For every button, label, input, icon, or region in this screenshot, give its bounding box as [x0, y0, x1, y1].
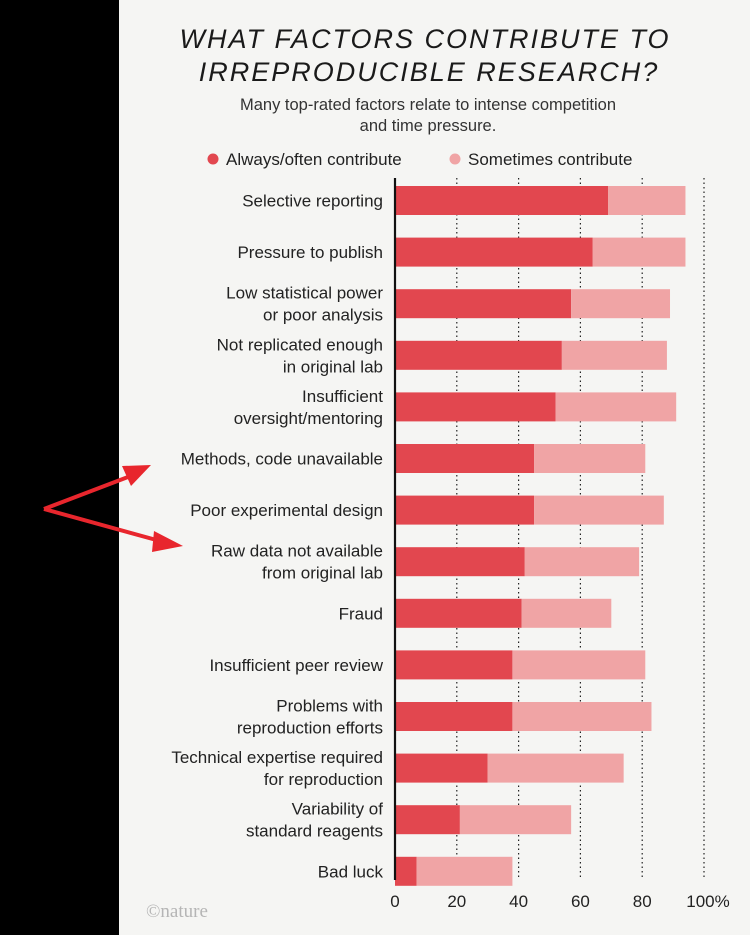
category-label-11-line-1: for reproduction [264, 770, 383, 789]
bar-sometimes-13 [416, 856, 513, 886]
bar-sometimes-5 [534, 444, 646, 473]
bar-always-9 [395, 650, 513, 680]
category-label-12-line-0: Variability of [292, 800, 384, 819]
subtitle-line-2: and time pressure. [360, 117, 497, 135]
bars [395, 186, 686, 886]
category-label-2-line-1: or poor analysis [263, 306, 383, 325]
bar-always-6 [395, 495, 535, 525]
x-tick-label-2: 40 [509, 892, 528, 911]
arrow-upper-head [122, 465, 151, 486]
bar-always-1 [395, 237, 593, 267]
legend: Always/often contribute Sometimes contrib… [207, 150, 632, 169]
category-label-7-line-1: from original lab [262, 564, 383, 583]
bar-always-12 [395, 805, 460, 835]
bar-sometimes-1 [592, 237, 686, 267]
bar-always-4 [395, 392, 556, 422]
bar-always-13 [395, 856, 417, 886]
legend-always-label: Always/often contribute [226, 150, 402, 169]
x-tick-label-0: 0 [390, 892, 399, 911]
bar-always-10 [395, 702, 513, 731]
nature-credit: ©nature [146, 901, 208, 922]
x-tick-label-5: 100% [686, 892, 729, 911]
bar-sometimes-6 [534, 495, 664, 525]
x-axis: 0 20 40 60 80 100% [390, 178, 730, 911]
bar-always-7 [395, 547, 525, 577]
category-label-9: Insufficient peer review [209, 656, 383, 675]
category-label-10-line-1: reproduction efforts [237, 719, 383, 738]
category-label-3-line-1: in original lab [283, 357, 383, 376]
category-label-11-line-0: Technical expertise required [171, 748, 383, 767]
title-line-2: IRREPRODUCIBLE RESEARCH? [199, 57, 660, 87]
category-label-2-line-0: Low statistical power [226, 284, 383, 303]
x-tick-label-3: 60 [571, 892, 590, 911]
arrow-upper-shaft [43, 475, 129, 511]
chart-title: WHAT FACTORS CONTRIBUTE TO IRREPRODUCIBL… [179, 24, 670, 87]
category-label-4-line-0: Insufficient [302, 387, 383, 406]
category-label-5: Methods, code unavailable [181, 450, 383, 469]
bar-always-8 [395, 598, 522, 628]
legend-sometimes-marker [449, 153, 461, 165]
arrow-lower-head [152, 531, 183, 552]
category-label-1: Pressure to publish [237, 243, 383, 262]
category-label-4-line-1: oversight/mentoring [234, 409, 383, 428]
bar-sometimes-11 [487, 753, 624, 783]
chart-subtitle: Many top-rated factors relate to intense… [240, 96, 616, 135]
x-tick-label-1: 20 [447, 892, 466, 911]
bar-sometimes-12 [459, 805, 572, 835]
arrow-lower-shaft [43, 507, 161, 543]
category-label-3-line-0: Not replicated enough [217, 335, 383, 354]
category-labels: Selective reporting Pressure to publish Lo… [171, 192, 383, 882]
x-tick-label-4: 80 [633, 892, 652, 911]
legend-sometimes-label: Sometimes contribute [468, 150, 632, 169]
bar-always-2 [395, 289, 572, 319]
bar-sometimes-8 [521, 598, 612, 628]
category-label-8: Fraud [339, 604, 383, 623]
category-label-12-line-1: standard reagents [246, 822, 383, 841]
category-label-7-line-0: Raw data not available [211, 542, 383, 561]
legend-always-marker [207, 153, 219, 165]
bar-always-11 [395, 753, 488, 783]
bar-sometimes-7 [524, 547, 640, 577]
subtitle-line-1: Many top-rated factors relate to intense… [240, 96, 616, 114]
bar-sometimes-2 [571, 289, 671, 319]
bar-sometimes-4 [555, 392, 677, 422]
bar-always-5 [395, 444, 535, 473]
category-label-0: Selective reporting [242, 192, 383, 211]
category-label-6: Poor experimental design [190, 501, 383, 520]
category-label-10-line-0: Problems with [276, 697, 383, 716]
title-line-1: WHAT FACTORS CONTRIBUTE TO [179, 24, 670, 54]
bar-always-0 [395, 186, 609, 215]
annotation-arrows [43, 465, 183, 552]
bar-sometimes-0 [608, 186, 686, 215]
bar-sometimes-10 [512, 702, 652, 731]
category-label-13: Bad luck [318, 862, 384, 881]
bar-sometimes-3 [561, 340, 667, 370]
bar-always-3 [395, 340, 562, 370]
bar-sometimes-9 [512, 650, 646, 680]
